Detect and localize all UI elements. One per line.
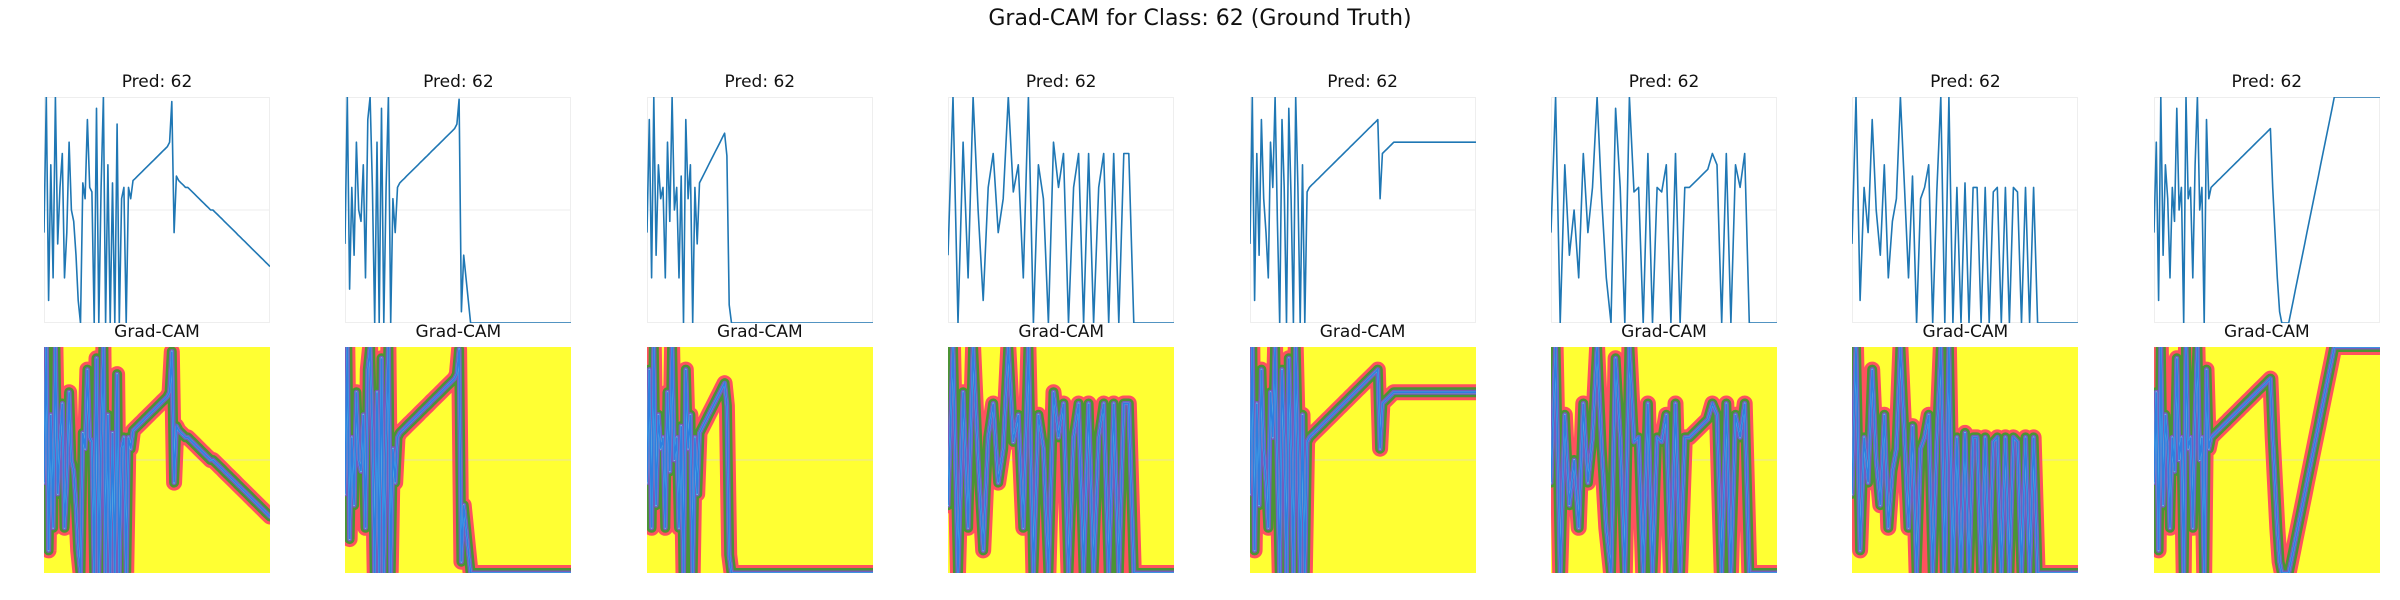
heatmap-plot — [345, 347, 572, 573]
series-line — [44, 97, 270, 323]
gradcam-panel-2: Grad-CAM — [345, 322, 572, 573]
line-plot — [646, 97, 873, 323]
series-overlay-line — [646, 347, 873, 573]
pred-title: Pred: 62 — [1327, 72, 1398, 92]
series-overlay-line — [345, 347, 572, 573]
pred-title: Pred: 62 — [2231, 72, 2303, 92]
pred-panel-3: Pred: 62 — [646, 72, 873, 323]
pred-title: Pred: 62 — [1930, 72, 2001, 92]
pred-title: Pred: 62 — [724, 72, 796, 92]
series-line — [1852, 97, 2079, 323]
pred-title: Pred: 62 — [1025, 72, 1097, 92]
gradcam-panel-1: Grad-CAM — [44, 322, 270, 573]
heatmap-plot — [44, 347, 270, 573]
series-line — [345, 97, 572, 323]
pred-panel-5: Pred: 62 — [1249, 72, 1476, 323]
series-line — [948, 97, 1175, 323]
line-plot — [948, 97, 1175, 323]
gradcam-panel-4: Grad-CAM — [948, 322, 1175, 573]
gradcam-title: Grad-CAM — [2223, 322, 2310, 342]
line-plot — [44, 97, 270, 323]
series-line — [2153, 97, 2380, 323]
figure-title: Grad-CAM for Class: 62 (Ground Truth) — [988, 6, 1412, 31]
pred-title: Pred: 62 — [1628, 72, 1700, 92]
series-overlay-line — [44, 347, 270, 573]
gradcam-panel-7: Grad-CAM — [1852, 322, 2079, 573]
gradcam-panel-3: Grad-CAM — [646, 322, 873, 573]
series-overlay-line — [1852, 347, 2079, 573]
pred-panel-1: Pred: 62 — [44, 72, 270, 323]
heatmap-plot — [1249, 347, 1476, 573]
line-plot — [1249, 97, 1476, 323]
gradcam-title: Grad-CAM — [114, 322, 200, 342]
series-line — [646, 97, 873, 323]
line-plot — [2153, 97, 2380, 323]
gradcam-title: Grad-CAM — [1621, 322, 1707, 342]
gradcam-title: Grad-CAM — [1018, 322, 1105, 342]
line-plot — [345, 97, 572, 323]
series-overlay-line — [948, 347, 1175, 573]
heatmap-plot — [646, 347, 873, 573]
gradcam-title: Grad-CAM — [1319, 322, 1406, 342]
gradcam-panel-5: Grad-CAM — [1249, 322, 1476, 573]
series-overlay-line — [1551, 347, 1777, 573]
series-overlay-line — [2153, 347, 2380, 573]
series-overlay-line — [1249, 347, 1476, 573]
pred-panel-6: Pred: 62 — [1551, 72, 1777, 323]
gradcam-title: Grad-CAM — [1922, 322, 2009, 342]
heatmap-plot — [948, 347, 1175, 573]
gradcam-panel-6: Grad-CAM — [1551, 322, 1777, 573]
pred-title: Pred: 62 — [121, 72, 193, 92]
pred-panel-8: Pred: 62 — [2153, 72, 2380, 323]
heatmap-plot — [2153, 347, 2380, 573]
gradcam-panel-8: Grad-CAM — [2153, 322, 2380, 573]
pred-panel-7: Pred: 62 — [1852, 72, 2079, 323]
line-plot — [1852, 97, 2079, 323]
gradcam-title: Grad-CAM — [415, 322, 502, 342]
heatmap-plot — [1852, 347, 2079, 573]
pred-panel-4: Pred: 62 — [948, 72, 1175, 323]
heatmap-plot — [1551, 347, 1777, 573]
pred-panel-2: Pred: 62 — [345, 72, 572, 323]
series-line — [1551, 97, 1777, 323]
gradcam-title: Grad-CAM — [716, 322, 803, 342]
series-line — [1249, 97, 1476, 323]
line-plot — [1551, 97, 1777, 323]
pred-title: Pred: 62 — [423, 72, 494, 92]
